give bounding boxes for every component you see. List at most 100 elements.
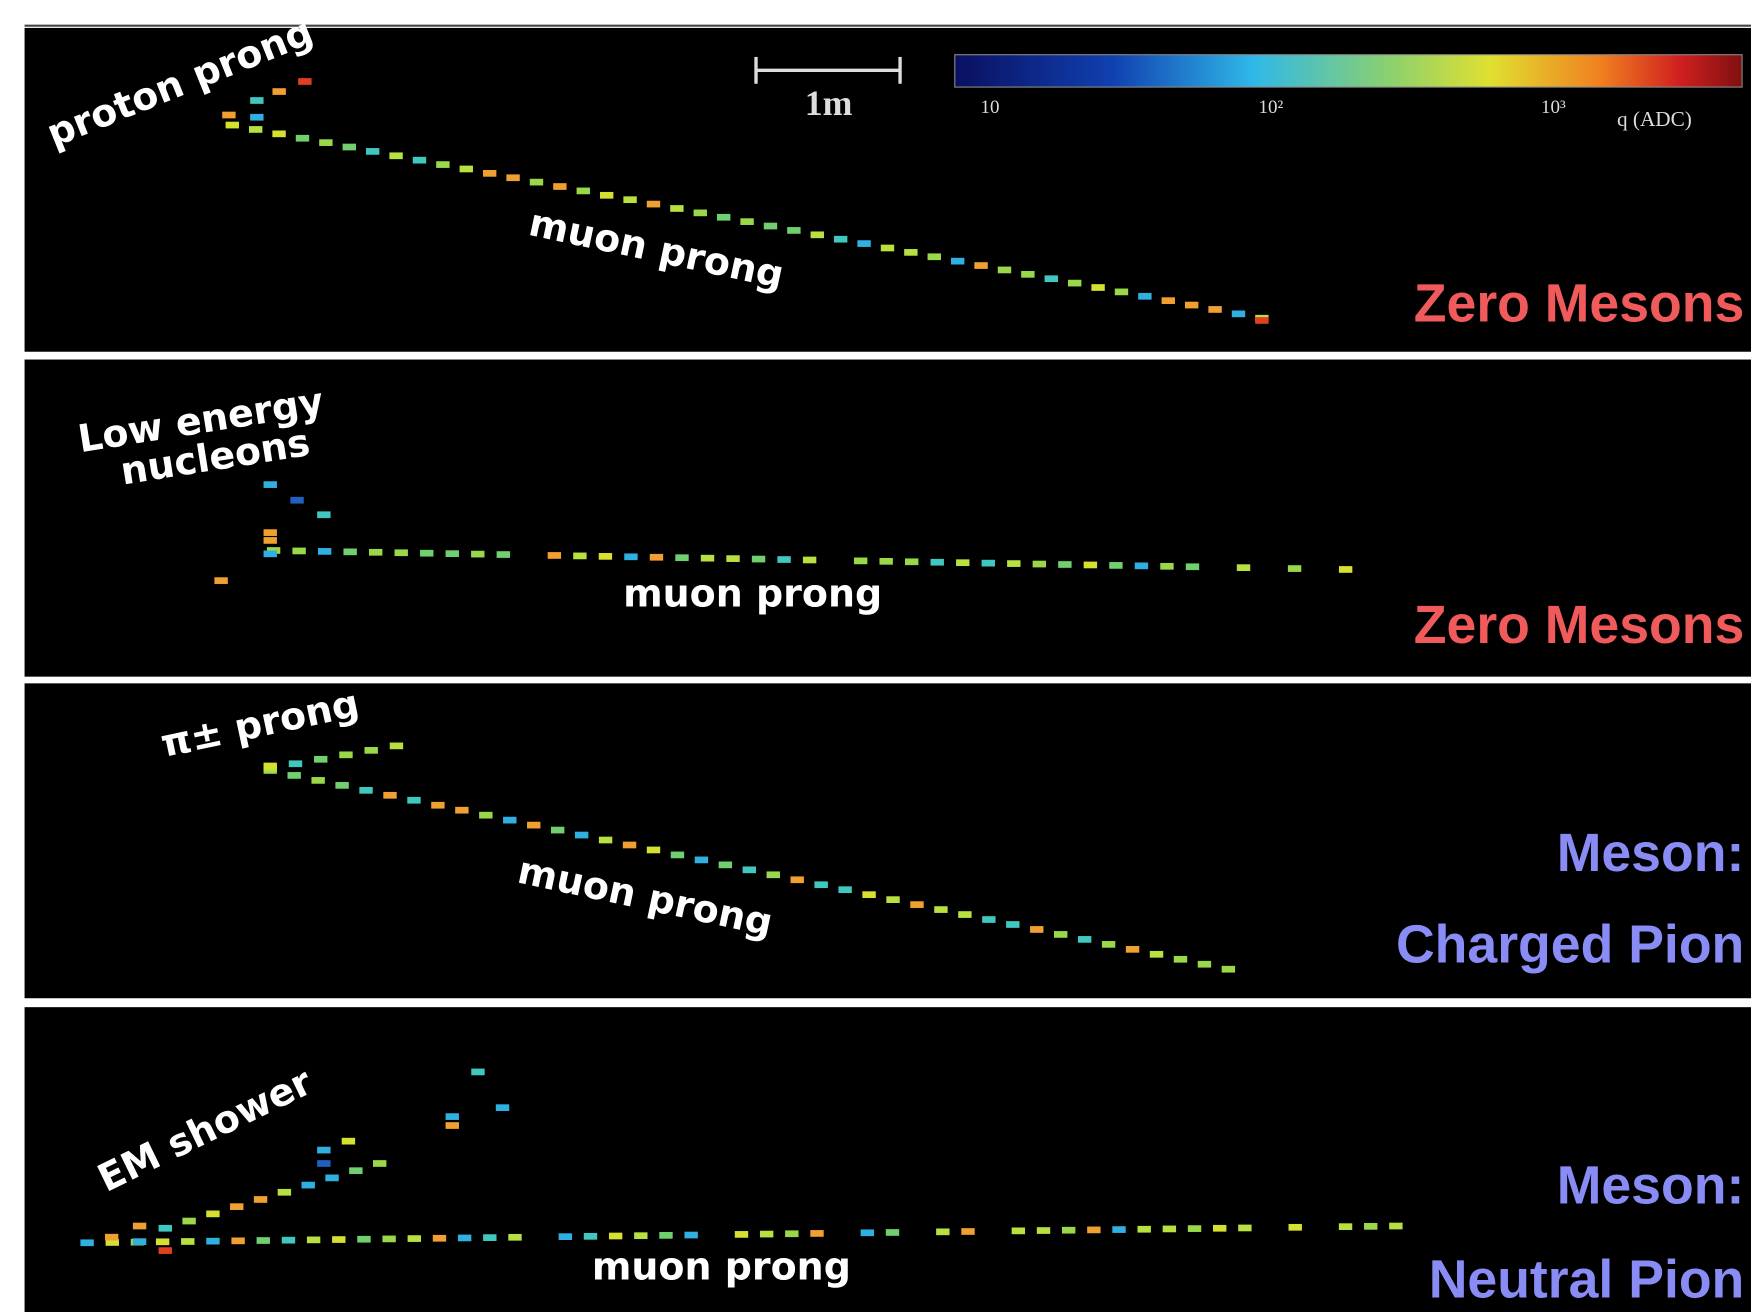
hit xyxy=(599,553,612,560)
hit xyxy=(133,1238,146,1245)
hit xyxy=(1238,1225,1251,1232)
hit xyxy=(1126,946,1139,953)
hit xyxy=(1288,565,1301,572)
hit xyxy=(791,876,804,883)
hit xyxy=(1045,275,1058,282)
hit xyxy=(257,1237,270,1244)
hit xyxy=(390,743,403,750)
hit xyxy=(214,577,227,584)
hit xyxy=(1115,289,1128,296)
hit xyxy=(701,555,714,562)
event-display: 1m 10 10² 10³ q (ADC) proton prong muon … xyxy=(0,0,1751,1312)
hit xyxy=(1208,306,1221,313)
hit xyxy=(1084,562,1097,569)
hit xyxy=(483,170,496,177)
hit xyxy=(250,114,263,121)
hit xyxy=(325,1175,338,1182)
hit xyxy=(343,548,356,555)
hit xyxy=(1006,921,1019,928)
hit xyxy=(342,1138,355,1145)
hit xyxy=(182,1218,195,1225)
hit xyxy=(317,1160,330,1167)
hit xyxy=(1037,1227,1050,1234)
colorbar-tick: 10² xyxy=(1259,97,1284,118)
hit xyxy=(1222,966,1235,973)
hit xyxy=(458,1235,471,1242)
hit xyxy=(998,267,1011,274)
hit xyxy=(311,777,324,784)
panel-label: Zero Mesons xyxy=(1414,595,1744,655)
hit xyxy=(931,559,944,566)
hit xyxy=(551,827,564,834)
hit xyxy=(810,1230,823,1237)
hit xyxy=(1078,936,1091,943)
hit xyxy=(1007,560,1020,567)
hit xyxy=(314,756,327,763)
hit xyxy=(1137,1226,1150,1233)
hit xyxy=(577,188,590,195)
hit xyxy=(904,249,917,256)
hit xyxy=(740,218,753,225)
hit xyxy=(811,231,824,238)
hit xyxy=(623,842,636,849)
hit xyxy=(530,179,543,186)
hit xyxy=(857,240,870,247)
hit xyxy=(675,554,688,561)
hit xyxy=(383,792,396,799)
hit xyxy=(787,227,800,234)
hit xyxy=(1062,1227,1075,1234)
hit xyxy=(803,557,816,564)
hit xyxy=(1012,1228,1025,1235)
colorbar-label: q (ADC) xyxy=(1617,107,1692,131)
hit xyxy=(575,832,588,839)
hit xyxy=(497,551,510,558)
hit xyxy=(752,556,765,563)
hit xyxy=(584,1233,597,1240)
hit xyxy=(231,1237,244,1244)
hit xyxy=(695,857,708,864)
hit xyxy=(471,1069,484,1076)
hit xyxy=(1058,561,1071,568)
hit xyxy=(446,550,459,557)
hit xyxy=(264,550,277,557)
hit xyxy=(886,896,899,903)
hit xyxy=(349,1167,362,1174)
hit xyxy=(339,751,352,758)
hit xyxy=(1054,931,1067,938)
hit xyxy=(956,559,969,566)
hit xyxy=(650,554,663,561)
hit xyxy=(1150,951,1163,958)
hit xyxy=(226,122,239,129)
hit xyxy=(1162,297,1175,304)
hit xyxy=(455,807,468,814)
hit xyxy=(290,497,303,504)
hit xyxy=(1087,1227,1100,1234)
hit xyxy=(105,1234,118,1241)
hit xyxy=(503,817,516,824)
hit xyxy=(1237,564,1250,571)
hit xyxy=(886,1229,899,1236)
hit xyxy=(735,1231,748,1238)
colorbar-tick: 10³ xyxy=(1541,97,1566,118)
panel-label: Meson: xyxy=(1557,823,1745,883)
hit xyxy=(395,549,408,556)
hit xyxy=(278,1189,291,1196)
hit xyxy=(1389,1223,1402,1230)
hit xyxy=(264,529,277,536)
hit xyxy=(471,551,484,558)
hit xyxy=(527,822,540,829)
hit xyxy=(496,1104,509,1111)
hit xyxy=(743,866,756,873)
hit xyxy=(634,1232,647,1239)
hit xyxy=(254,1196,267,1203)
hit xyxy=(814,881,827,888)
hit xyxy=(777,556,790,563)
hit xyxy=(647,201,660,208)
hit xyxy=(838,886,851,893)
hit xyxy=(230,1203,243,1210)
hit xyxy=(548,552,561,559)
hit xyxy=(623,196,636,203)
hit xyxy=(951,258,964,265)
hit xyxy=(407,797,420,804)
hit xyxy=(1109,562,1122,569)
